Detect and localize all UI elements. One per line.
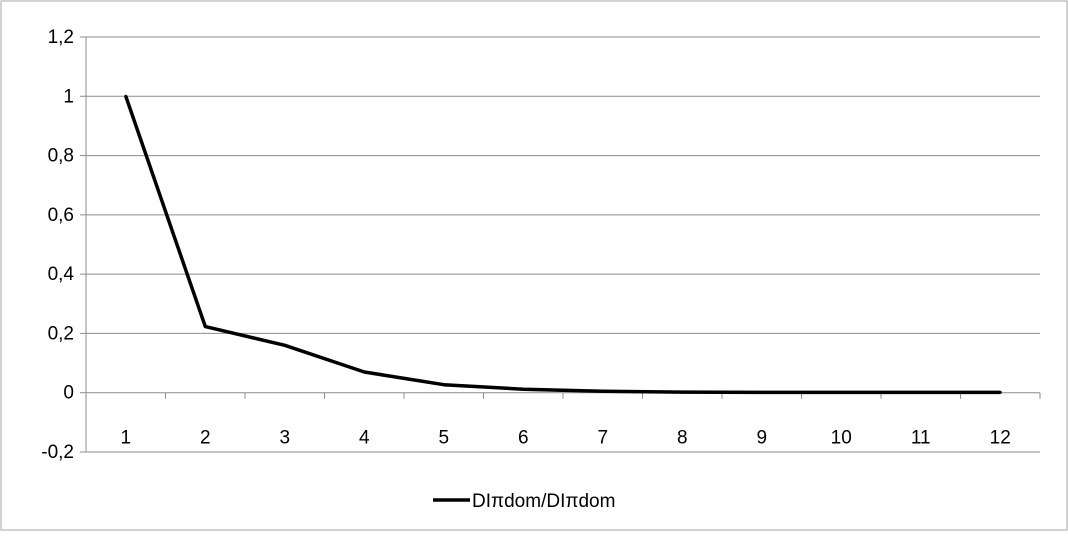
y-tick-label: 0,2 bbox=[48, 323, 74, 344]
x-tick-label: 3 bbox=[279, 428, 290, 449]
y-tick-label: 1,2 bbox=[48, 27, 74, 48]
data-point bbox=[203, 325, 207, 329]
y-tick-labels: -0,2 0 0,2 0,4 0,6 0,8 1 1,2 bbox=[41, 27, 74, 463]
x-tick-labels: 1 2 3 4 5 6 7 8 9 10 11 12 bbox=[120, 428, 1010, 449]
data-point bbox=[124, 94, 128, 98]
legend-label: DIπdom/DIπdom bbox=[472, 491, 615, 512]
x-tick-label: 6 bbox=[518, 428, 529, 449]
y-tick-label: 0,4 bbox=[48, 264, 75, 285]
x-tick-label: 2 bbox=[200, 428, 211, 449]
x-tick-label: 5 bbox=[438, 428, 449, 449]
y-tick-label: -0,2 bbox=[41, 442, 74, 463]
x-tick-label: 11 bbox=[911, 428, 931, 449]
y-tick-label: 0 bbox=[63, 383, 74, 404]
x-tick-label: 8 bbox=[677, 428, 688, 449]
y-tick-label: 0,6 bbox=[48, 205, 74, 226]
data-point bbox=[760, 390, 764, 394]
x-tick-label: 12 bbox=[990, 428, 1011, 449]
data-point bbox=[839, 390, 843, 394]
data-point bbox=[521, 387, 525, 391]
data-point bbox=[601, 389, 605, 393]
x-tick-label: 4 bbox=[359, 428, 370, 449]
data-point bbox=[283, 343, 287, 347]
x-tick-label: 1 bbox=[120, 428, 131, 449]
series-group bbox=[124, 94, 1002, 395]
gridlines bbox=[86, 36, 1040, 453]
x-tick-label: 10 bbox=[831, 428, 852, 449]
series-line bbox=[124, 95, 1001, 395]
y-tick-label: 0,8 bbox=[48, 146, 74, 167]
data-point bbox=[919, 390, 923, 394]
x-tick-label: 9 bbox=[756, 428, 767, 449]
data-point bbox=[442, 383, 446, 387]
legend: DIπdom/DIπdom bbox=[433, 491, 615, 512]
y-tick-label: 1 bbox=[63, 86, 74, 107]
data-point bbox=[680, 390, 684, 394]
data-point bbox=[362, 370, 366, 374]
data-point bbox=[998, 390, 1002, 394]
x-tick-label: 7 bbox=[597, 428, 608, 449]
